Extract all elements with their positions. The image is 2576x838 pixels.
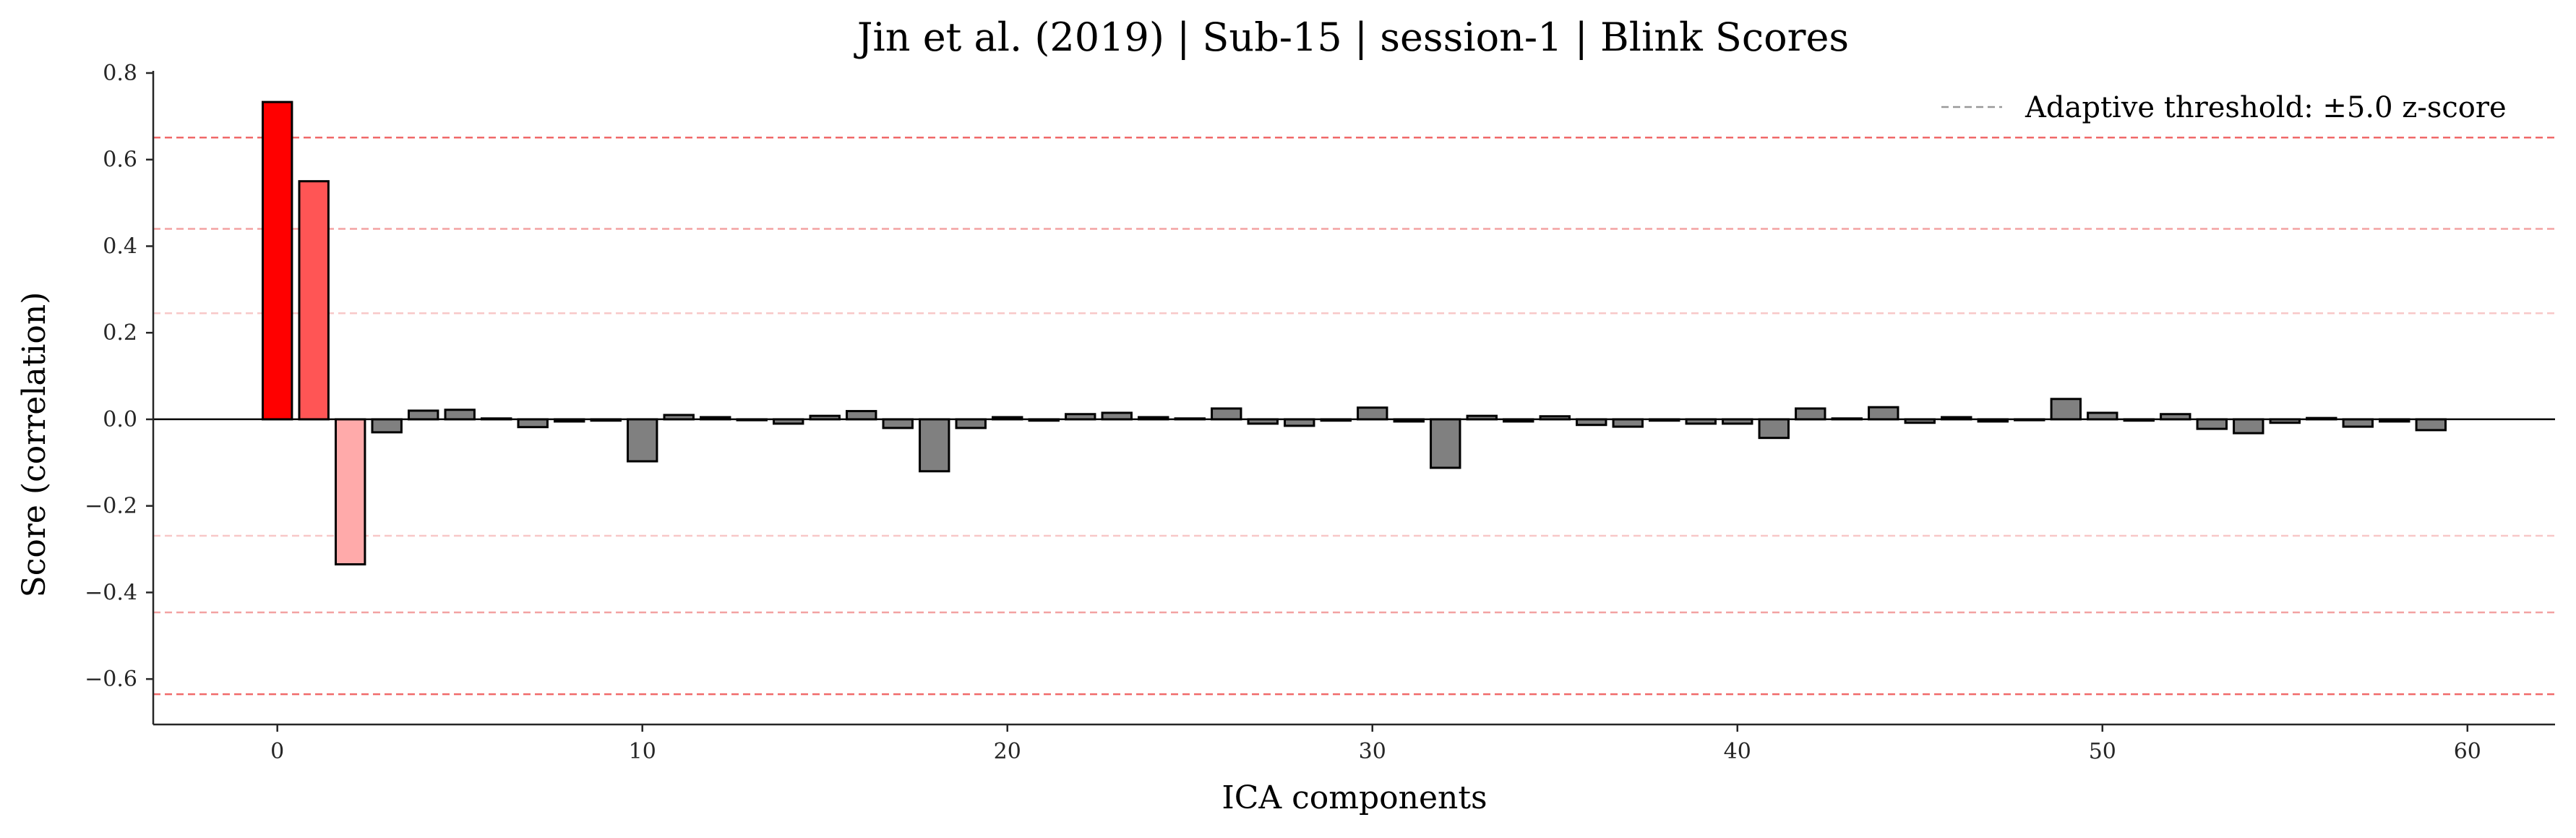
bar-49 [2050, 398, 2082, 421]
bar-41 [1758, 418, 1790, 440]
bar-28 [1284, 418, 1315, 427]
bar-1 [298, 180, 330, 421]
y-tick-label-1: −0.4 [85, 580, 137, 605]
bar-26 [1211, 407, 1242, 421]
x-tick-label-20: 20 [994, 739, 1021, 764]
bar-23 [1101, 411, 1133, 421]
bar-57 [2342, 418, 2374, 428]
bar-0 [262, 101, 293, 421]
y-tick-label-7: 0.8 [103, 61, 137, 86]
bar-53 [2196, 418, 2228, 430]
bar-4 [408, 409, 439, 421]
bar-44 [1868, 406, 1899, 421]
x-tick-label-30: 30 [1359, 739, 1386, 764]
y-tick-label-6: 0.6 [103, 147, 137, 173]
legend-label: Adaptive threshold: ±5.0 z-score [2025, 91, 2507, 124]
legend: Adaptive threshold: ±5.0 z-score [1941, 91, 2507, 124]
bar-17 [882, 418, 914, 429]
y-tick-label-3: 0.0 [103, 407, 137, 432]
x-tick-label-0: 0 [270, 739, 284, 764]
bar-3 [371, 418, 403, 434]
y-tick-label-5: 0.4 [103, 234, 137, 259]
x-tick-label-60: 60 [2454, 739, 2481, 764]
y-tick-label-2: −0.2 [85, 494, 137, 519]
x-axis-label: ICA components [1222, 779, 1487, 816]
y-axis-label: Score (correlation) [16, 292, 53, 598]
bar-19 [955, 418, 987, 429]
x-tick-label-10: 10 [629, 739, 656, 764]
bar-10 [627, 418, 658, 463]
bar-18 [919, 418, 950, 473]
bar-32 [1430, 418, 1461, 469]
bar-7 [517, 418, 549, 429]
threshold-lines [153, 136, 2555, 696]
y-tick-label-4: 0.2 [103, 320, 137, 346]
bar-16 [846, 410, 877, 421]
bar-54 [2233, 418, 2264, 435]
chart-title: Jin et al. (2019) | Sub-15 | session-1 |… [854, 14, 1849, 60]
bar-5 [444, 409, 476, 421]
axes [152, 71, 2555, 726]
bar-59 [2415, 418, 2447, 432]
x-tick-label-50: 50 [2089, 739, 2116, 764]
x-tick-label-40: 40 [1724, 739, 1751, 764]
bar-2 [335, 418, 366, 565]
y-tick-label-0: −0.6 [85, 667, 137, 692]
bar-30 [1357, 406, 1388, 421]
ticks: 0 10 20 30 40 50 60 −0.6 −0.4 −0.2 0.0 0.2 0.4 0.6 0.8 [85, 61, 2481, 764]
bar-42 [1795, 407, 1826, 421]
bar-37 [1612, 418, 1644, 428]
bars [262, 101, 2447, 565]
bar-50 [2087, 411, 2118, 421]
